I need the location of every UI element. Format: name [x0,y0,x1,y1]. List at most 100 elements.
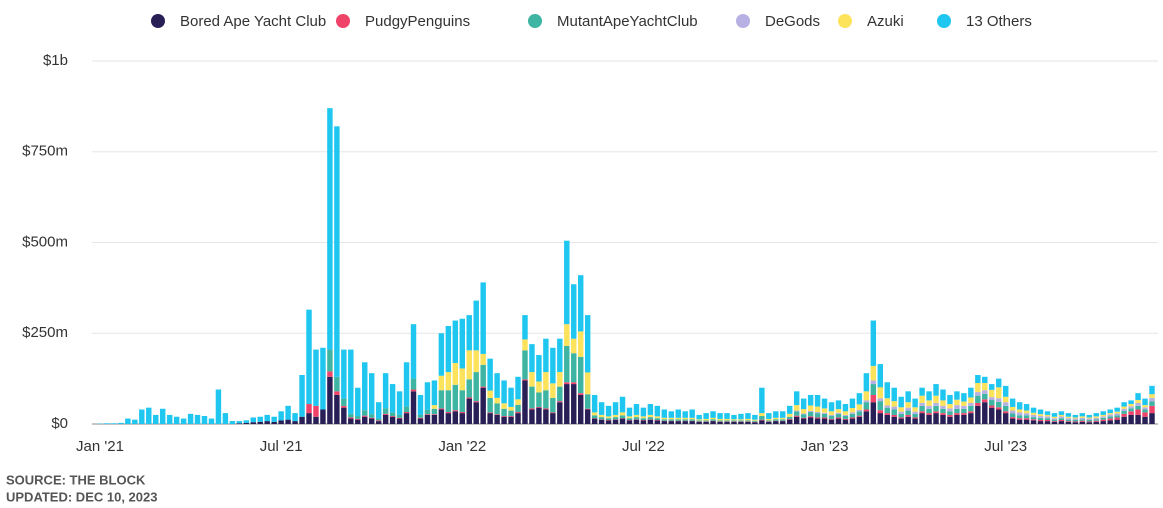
bar-segment [1142,409,1148,413]
bar-segment [1030,412,1037,415]
bar-segment [898,417,904,419]
bar-segment [1086,422,1093,424]
bar-segment [807,410,814,413]
bar-segment [696,414,702,420]
bar-segment [759,416,765,420]
bar-segment [313,349,319,406]
bar-segment [1128,408,1134,412]
bar-segment [515,404,521,413]
bar-segment [375,421,382,424]
bar-segment [766,420,772,422]
bar-segment [1100,421,1106,424]
bar-segment [1072,418,1079,421]
bar-segment [466,315,472,351]
bar-segment [1051,416,1058,419]
bar-segment [863,373,870,392]
bar-segment [306,404,312,414]
bar-segment [208,418,215,424]
bar-segment [926,405,932,409]
bar-segment [821,412,828,414]
bar-segment [1086,421,1093,423]
bar-segment [996,378,1002,388]
bar-segment [1002,396,1009,403]
bar-segment [584,408,591,410]
bar-segment [828,419,835,424]
bar-segment [494,397,500,404]
bar-segment [1037,417,1044,421]
bar-segment [626,418,633,421]
bar-segment [403,413,410,424]
bar-segment [821,413,828,418]
bar-segment [773,419,779,421]
bar-segment [647,419,654,424]
bar-segment [780,419,786,421]
bar-segment [487,397,493,413]
bar-segment [828,414,835,417]
bar-segment [146,407,152,424]
bar-segment [1100,417,1106,420]
bar-segment [1100,419,1106,422]
bar-segment [968,387,974,398]
bar-segment [654,418,661,421]
bar-segment [571,353,577,383]
bar-segment [947,408,953,412]
bar-segment [912,398,918,408]
bar-segment [473,372,479,402]
bar-segment [1142,405,1148,408]
bar-segment [745,413,751,419]
bar-segment [132,419,138,424]
bar-segment [571,382,577,385]
bar-segment [982,390,988,394]
bar-segment [919,402,925,406]
bar-segment [292,413,298,422]
bar-segment [975,392,981,396]
bar-segment [327,108,333,350]
bar-segment [891,401,897,407]
bar-segment [954,391,960,400]
bar-segment [501,416,507,417]
bar-segment [348,413,354,418]
bar-segment [814,406,821,413]
bar-segment [1023,404,1030,411]
bar-segment [835,417,842,419]
x-tick-label: Jan '22 [438,438,486,455]
bar-segment [257,421,263,424]
bar-segment [863,409,870,412]
bar-segment [159,408,166,424]
bar-segment [1093,420,1099,422]
bar-segment [557,402,563,424]
bar-segment [1121,402,1127,407]
bar-segment [891,414,897,417]
bar-segment [793,411,800,416]
bar-segment [1149,405,1155,414]
bar-segment [800,413,807,415]
bar-segment [473,401,479,403]
bar-segment [424,409,431,415]
bar-segment [961,413,967,415]
bar-segment [591,418,598,424]
bar-segment [961,405,967,409]
bar-segment [577,275,584,332]
bar-segment [362,415,368,417]
bar-segment [933,411,939,414]
bar-segment [668,417,675,420]
bar-segment [647,414,654,418]
bar-segment [1030,420,1037,424]
bar-segment [1079,421,1086,424]
bar-segment [982,402,988,424]
bar-segment [1135,393,1141,401]
bar-segment [564,384,570,424]
bar-segment [835,409,842,413]
bar-segment [633,417,640,420]
bar-segment [320,347,326,410]
bar-segment [564,382,570,385]
bar-segment [557,401,563,403]
bar-segment [1135,405,1141,410]
bar-segment [243,420,250,423]
bar-segment [1051,421,1058,422]
bar-segment [1058,420,1065,422]
bar-segment [1044,414,1051,417]
bar-segment [522,315,528,340]
bar-segment [1072,417,1079,419]
bar-segment [717,418,723,421]
